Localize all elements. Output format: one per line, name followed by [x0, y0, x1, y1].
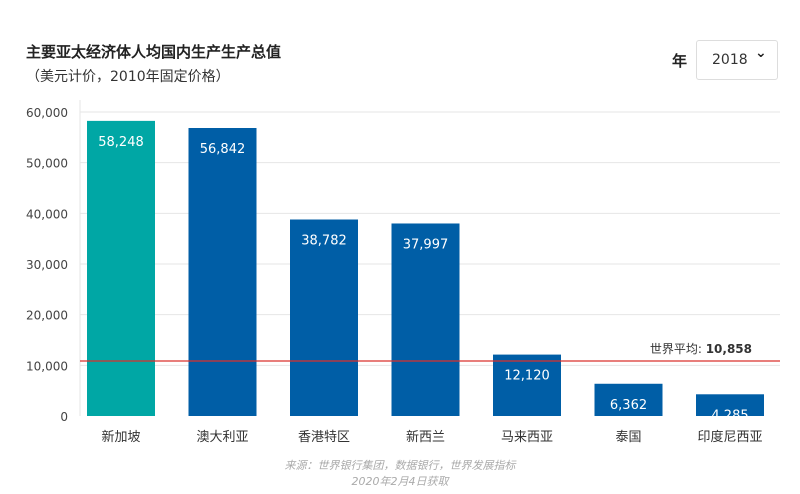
year-label: 年: [672, 52, 688, 70]
bar-value-label: 12,120: [504, 369, 550, 384]
y-tick-label: 20,000: [26, 309, 68, 323]
y-tick-label: 60,000: [26, 106, 68, 120]
x-tick-label: 香港特区: [298, 430, 350, 445]
world-average-text: 世界平均:: [650, 342, 706, 356]
world-average-label: 世界平均: 10,858: [650, 342, 752, 356]
bar: [188, 128, 257, 416]
bar-value-label: 38,782: [301, 234, 347, 249]
bar: [493, 354, 561, 416]
bar-value-label: 37,997: [403, 237, 449, 252]
y-tick-label: 50,000: [26, 157, 68, 171]
x-tick-label: 泰国: [615, 430, 641, 445]
bar: [87, 120, 155, 416]
x-tick-label: 马来西亚: [501, 430, 553, 445]
bar: [594, 383, 663, 416]
world-average-value: 10,858: [706, 342, 752, 356]
year-select[interactable]: 2018 ⌄: [696, 40, 778, 80]
bar: [696, 394, 764, 416]
chevron-down-icon: ⌄: [755, 45, 767, 61]
bar-value-label: 4,285: [711, 408, 748, 423]
x-tick-label: 新加坡: [101, 429, 140, 445]
chart-title: 主要亚太经济体人均国内生产生产总值: [26, 43, 282, 61]
y-tick-label: 0: [60, 410, 68, 424]
bar: [391, 223, 460, 416]
chart-subtitle: （美元计价，2010年固定价格）: [26, 69, 230, 85]
y-tick-label: 40,000: [26, 207, 68, 221]
bar-value-label: 56,842: [200, 142, 246, 157]
source-line: 来源：世界银行集团，数据银行，世界发展指标: [284, 459, 516, 472]
bar-value-label: 58,248: [98, 135, 144, 150]
x-tick-label: 新西兰: [406, 429, 445, 445]
source-note: 来源：世界银行集团，数据银行，世界发展指标 2020年2月4日获取: [0, 458, 800, 490]
retrieved-date: 2020年2月4日获取: [351, 475, 449, 488]
x-tick-label: 印度尼西亚: [697, 429, 762, 445]
x-tick-label: 澳大利亚: [196, 429, 248, 445]
year-value: 2018: [712, 52, 748, 68]
y-tick-label: 30,000: [26, 258, 68, 272]
y-tick-label: 10,000: [26, 359, 68, 373]
bar-value-label: 6,362: [610, 398, 647, 413]
bar: [290, 219, 358, 416]
